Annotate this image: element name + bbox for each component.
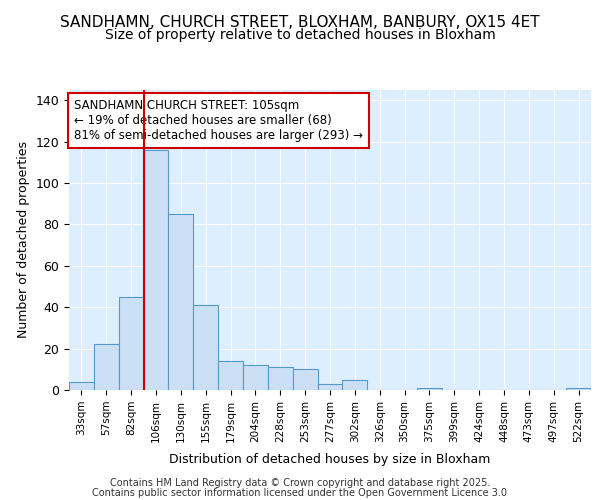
Bar bbox=[169, 214, 193, 390]
Text: Contains public sector information licensed under the Open Government Licence 3.: Contains public sector information licen… bbox=[92, 488, 508, 498]
Text: SANDHAMN CHURCH STREET: 105sqm
← 19% of detached houses are smaller (68)
81% of : SANDHAMN CHURCH STREET: 105sqm ← 19% of … bbox=[74, 99, 363, 142]
Bar bbox=[69, 382, 94, 390]
Bar bbox=[243, 365, 268, 390]
Text: Size of property relative to detached houses in Bloxham: Size of property relative to detached ho… bbox=[104, 28, 496, 42]
Bar bbox=[143, 150, 169, 390]
Y-axis label: Number of detached properties: Number of detached properties bbox=[17, 142, 30, 338]
Bar bbox=[94, 344, 119, 390]
Bar bbox=[566, 388, 591, 390]
Bar bbox=[268, 367, 293, 390]
Bar bbox=[417, 388, 442, 390]
Bar bbox=[317, 384, 343, 390]
Bar bbox=[343, 380, 367, 390]
X-axis label: Distribution of detached houses by size in Bloxham: Distribution of detached houses by size … bbox=[169, 453, 491, 466]
Text: SANDHAMN, CHURCH STREET, BLOXHAM, BANBURY, OX15 4ET: SANDHAMN, CHURCH STREET, BLOXHAM, BANBUR… bbox=[60, 15, 540, 30]
Bar bbox=[293, 370, 317, 390]
Text: Contains HM Land Registry data © Crown copyright and database right 2025.: Contains HM Land Registry data © Crown c… bbox=[110, 478, 490, 488]
Bar bbox=[193, 305, 218, 390]
Bar bbox=[119, 297, 143, 390]
Bar bbox=[218, 361, 243, 390]
